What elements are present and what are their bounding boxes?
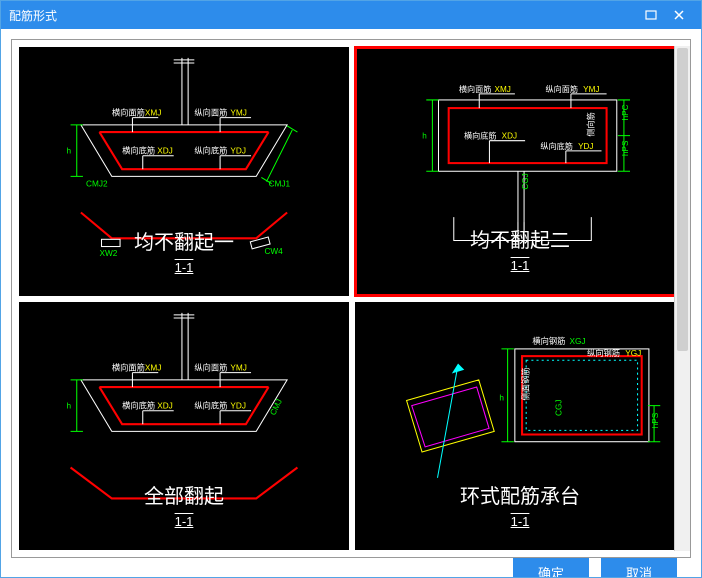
svg-text:XMJ: XMJ — [495, 85, 511, 94]
option-card-0[interactable]: 横向面筋XMJ 纵向面筋YMJ 横向底筋XDJ 纵向底筋YDJ CMJ2 CMJ… — [18, 46, 350, 297]
svg-text:纵向面筋: 纵向面筋 — [545, 84, 578, 94]
svg-text:YGJ: YGJ — [625, 349, 641, 358]
option-caption: 均不翻起一 1-1 — [19, 226, 349, 278]
svg-text:YDJ: YDJ — [578, 142, 593, 151]
maximize-icon[interactable] — [637, 5, 665, 25]
option-title: 全部翻起 — [19, 480, 349, 509]
svg-text:CMJ: CMJ — [268, 397, 284, 416]
svg-text:CGJ: CGJ — [521, 173, 530, 189]
option-card-1[interactable]: 横向面筋XMJ 纵向面筋 YMJ 横向底筋 XDJ 纵向底筋 YDJ 侧向筋 h hP… — [354, 46, 686, 297]
svg-text:YMJ: YMJ — [583, 85, 599, 94]
svg-text:横向底筋: 横向底筋 — [122, 146, 155, 156]
svg-text:YMJ: YMJ — [230, 109, 247, 118]
close-icon[interactable] — [665, 5, 693, 25]
svg-text:XGJ: XGJ — [570, 336, 586, 345]
svg-text:hPC: hPC — [621, 104, 630, 120]
option-section: 1-1 — [511, 258, 530, 273]
svg-text:纵向面筋: 纵向面筋 — [194, 108, 227, 118]
titlebar: 配筋形式 — [1, 1, 701, 29]
option-section: 1-1 — [175, 514, 194, 529]
option-caption: 全部翻起 1-1 — [19, 480, 349, 532]
option-section: 1-1 — [511, 514, 530, 529]
svg-text:XDJ: XDJ — [157, 401, 173, 410]
svg-text:XMJ: XMJ — [145, 109, 162, 118]
svg-text:CMJ2: CMJ2 — [86, 180, 108, 189]
svg-text:hPS: hPS — [651, 412, 660, 428]
svg-text:横向底筋: 横向底筋 — [464, 131, 497, 141]
option-section: 1-1 — [175, 260, 194, 275]
svg-text:纵向底筋: 纵向底筋 — [194, 400, 227, 410]
svg-text:h: h — [499, 393, 504, 402]
svg-text:纵向底筋: 纵向底筋 — [194, 146, 227, 156]
svg-text:h: h — [66, 147, 71, 156]
cancel-button[interactable]: 取消 — [601, 558, 677, 577]
dialog-footer: 确定 取消 — [11, 558, 691, 577]
svg-text:横向面筋: 横向面筋 — [112, 108, 145, 118]
option-card-2[interactable]: 横向面筋XMJ 纵向面筋YMJ 横向底筋XDJ 纵向底筋YDJ CMJ h 全部… — [18, 301, 350, 552]
svg-text:XDJ: XDJ — [502, 132, 517, 141]
svg-text:CMJ1: CMJ1 — [269, 180, 291, 189]
option-title: 环式配筋承台 — [355, 480, 685, 509]
option-caption: 均不翻起二 1-1 — [357, 224, 683, 276]
dialog-window: 配筋形式 — [0, 0, 702, 578]
svg-text:横向底筋: 横向底筋 — [122, 400, 155, 410]
svg-text:横向钢筋: 横向钢筋 — [532, 335, 565, 345]
scrollbar[interactable] — [674, 46, 690, 551]
svg-text:XMJ: XMJ — [145, 363, 162, 372]
svg-text:横向面筋: 横向面筋 — [112, 362, 145, 372]
svg-text:h: h — [66, 401, 71, 410]
option-card-3[interactable]: 横向钢筋 XGJ 纵向钢筋 YGJ 侧面钢筋 CGJ h hPS 环式配筋承台 1-… — [354, 301, 686, 552]
scrollbar-thumb[interactable] — [677, 48, 688, 351]
svg-text:纵向面筋: 纵向面筋 — [194, 362, 227, 372]
options-panel: 横向面筋XMJ 纵向面筋YMJ 横向底筋XDJ 纵向底筋YDJ CMJ2 CMJ… — [11, 39, 691, 558]
svg-text:XDJ: XDJ — [157, 147, 173, 156]
option-title: 均不翻起二 — [357, 224, 683, 253]
svg-text:h: h — [422, 132, 427, 141]
options-grid: 横向面筋XMJ 纵向面筋YMJ 横向底筋XDJ 纵向底筋YDJ CMJ2 CMJ… — [12, 40, 690, 557]
svg-text:纵向底筋: 纵向底筋 — [540, 141, 573, 151]
svg-text:CGJ: CGJ — [554, 399, 563, 416]
svg-text:纵向钢筋: 纵向钢筋 — [587, 348, 620, 358]
svg-text:hPS: hPS — [621, 140, 630, 156]
svg-text:侧面钢筋: 侧面钢筋 — [520, 367, 530, 400]
option-title: 均不翻起一 — [19, 226, 349, 255]
option-caption: 环式配筋承台 1-1 — [355, 480, 685, 532]
content-area: 横向面筋XMJ 纵向面筋YMJ 横向底筋XDJ 纵向底筋YDJ CMJ2 CMJ… — [1, 29, 701, 577]
svg-text:YDJ: YDJ — [230, 401, 246, 410]
svg-text:YMJ: YMJ — [230, 363, 247, 372]
window-title: 配筋形式 — [9, 7, 637, 24]
svg-text:侧向筋: 侧向筋 — [585, 112, 595, 136]
ok-button[interactable]: 确定 — [513, 558, 589, 577]
svg-text:横向面筋: 横向面筋 — [459, 84, 492, 94]
svg-text:YDJ: YDJ — [230, 147, 246, 156]
